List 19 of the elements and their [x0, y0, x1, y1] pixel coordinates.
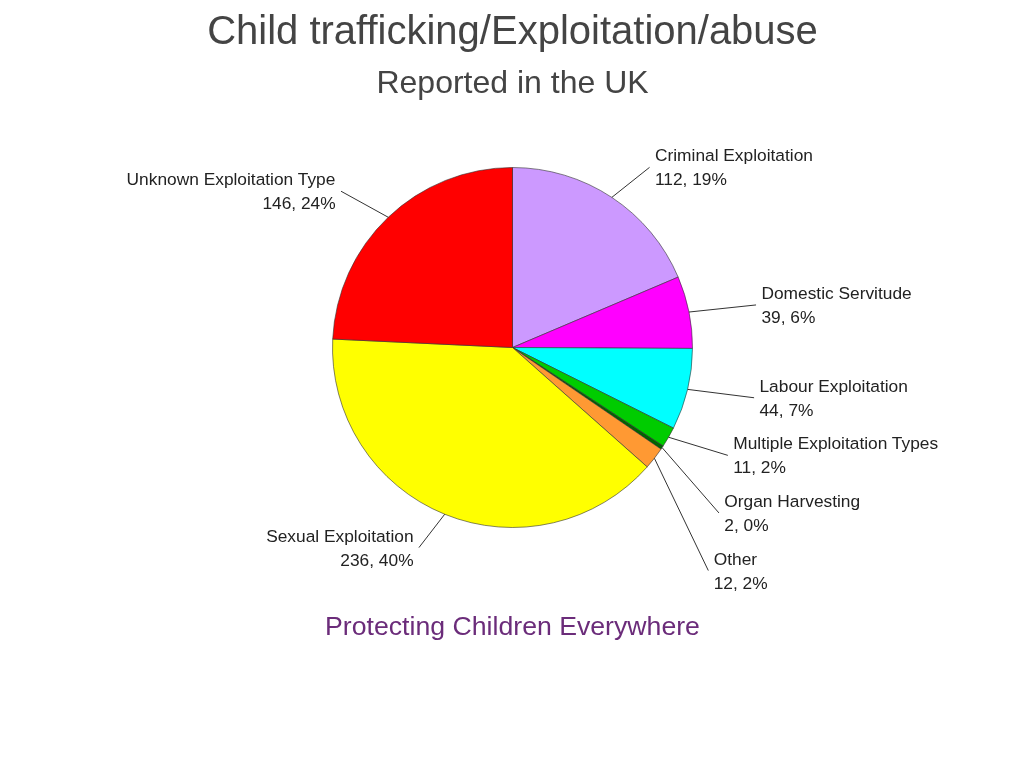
data-label: 146, 24%	[262, 193, 336, 214]
slice-label: Domestic Servitude	[761, 282, 912, 303]
data-label: 11, 2%	[733, 457, 786, 478]
slice-label: Criminal Exploitation	[654, 145, 813, 166]
slice-label: Organ Harvesting	[724, 490, 861, 511]
slice-label: Multiple Exploitation Types	[733, 433, 939, 454]
slice-label: Other	[713, 548, 758, 569]
data-label: 44, 7%	[759, 399, 814, 420]
chart-title: Child trafficking/Exploitation/abuse	[207, 7, 818, 52]
slice-label: Labour Exploitation	[759, 375, 908, 396]
data-label: 39, 6%	[761, 306, 816, 327]
chart-subtitle: Reported in the UK	[376, 63, 649, 100]
data-label: 12, 2%	[713, 572, 768, 593]
data-label: 2, 0%	[724, 514, 769, 535]
slice-label: Sexual Exploitation	[266, 525, 414, 546]
data-label: 236, 40%	[340, 549, 414, 570]
text: Protecting Children Everywhere	[325, 610, 700, 641]
data-label: 112, 19%	[654, 169, 727, 190]
slice-label: Unknown Exploitation Type	[126, 169, 336, 190]
